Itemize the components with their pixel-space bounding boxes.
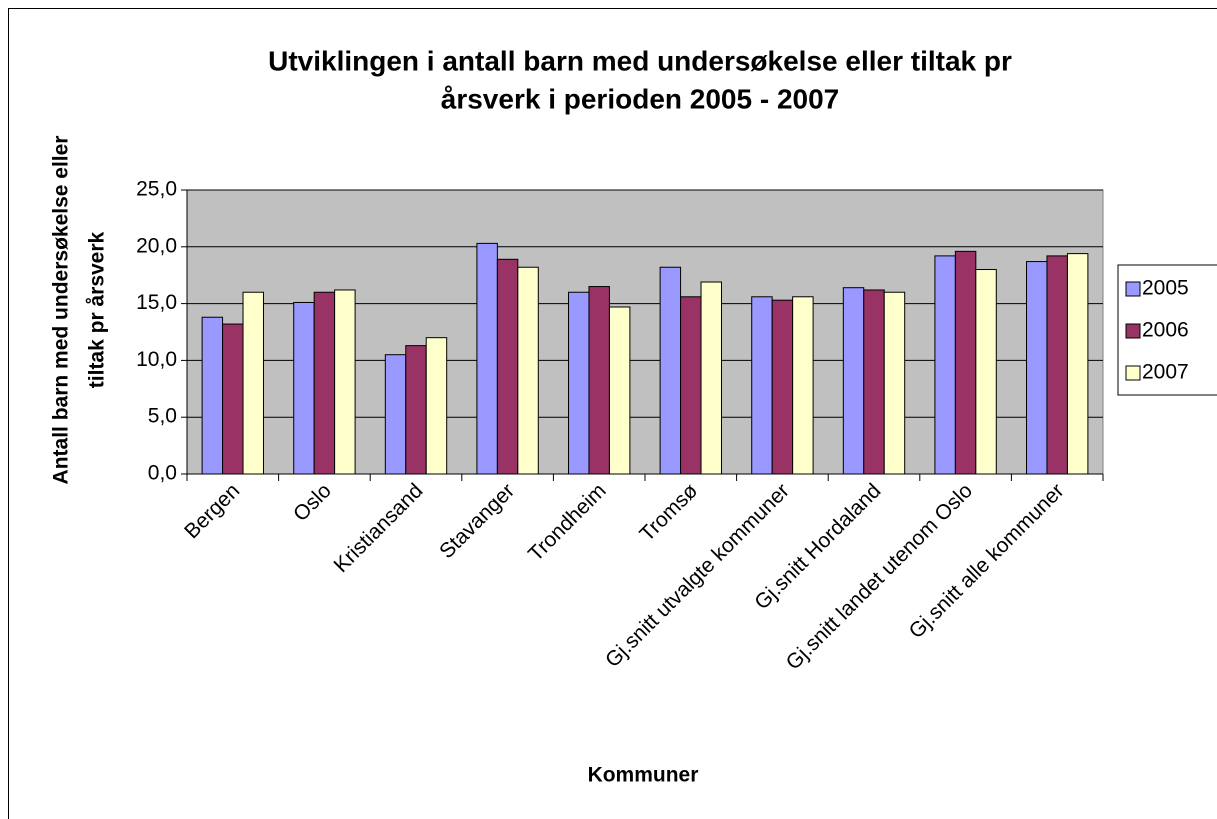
y-tick-label: 25,0 bbox=[136, 178, 177, 201]
bar bbox=[954, 250, 977, 475]
bar bbox=[1066, 253, 1089, 475]
bar bbox=[334, 289, 356, 475]
bar bbox=[792, 296, 814, 475]
bar bbox=[751, 296, 773, 475]
bar bbox=[975, 269, 997, 475]
bar bbox=[700, 281, 722, 475]
bar bbox=[771, 299, 794, 475]
bar bbox=[242, 291, 264, 475]
bar bbox=[496, 258, 519, 475]
y-tick-label: 15,0 bbox=[136, 291, 177, 314]
bar bbox=[517, 266, 539, 475]
bar bbox=[863, 289, 885, 475]
bar bbox=[476, 242, 498, 475]
bar bbox=[659, 266, 682, 475]
bar bbox=[680, 296, 702, 475]
bar bbox=[405, 345, 427, 475]
chart-title: Utviklingen i antall barn med undersøkel… bbox=[268, 45, 1012, 76]
bar bbox=[568, 291, 590, 475]
y-tick-label: 20,0 bbox=[136, 234, 177, 257]
legend-label: 2005 bbox=[1142, 277, 1189, 300]
legend-swatch bbox=[1125, 365, 1141, 381]
legend-label: 2006 bbox=[1142, 319, 1189, 342]
bar bbox=[842, 287, 865, 475]
y-axis-label: Antall barn med undersøkelse eller bbox=[50, 136, 73, 485]
legend-label: 2007 bbox=[1142, 361, 1189, 384]
x-axis-label: Kommuner bbox=[588, 764, 699, 787]
y-tick-label: 5,0 bbox=[148, 405, 177, 428]
bar bbox=[608, 306, 631, 475]
bar bbox=[883, 291, 906, 475]
bar bbox=[222, 323, 244, 475]
legend-swatch bbox=[1125, 323, 1141, 339]
legend-swatch bbox=[1125, 281, 1141, 297]
y-tick-label: 10,0 bbox=[136, 348, 177, 371]
bar bbox=[934, 255, 956, 475]
bar bbox=[201, 316, 224, 475]
bar bbox=[1046, 255, 1068, 475]
bar bbox=[313, 291, 336, 475]
bar bbox=[293, 301, 315, 475]
chart-title: årsverk i perioden 2005 - 2007 bbox=[441, 83, 839, 114]
bar bbox=[425, 337, 448, 475]
bar bbox=[384, 354, 407, 475]
bar bbox=[1026, 261, 1048, 475]
y-tick-label: 0,0 bbox=[148, 462, 177, 485]
bar bbox=[588, 286, 610, 475]
y-axis-label: tiltak pr årsverk bbox=[86, 231, 109, 388]
